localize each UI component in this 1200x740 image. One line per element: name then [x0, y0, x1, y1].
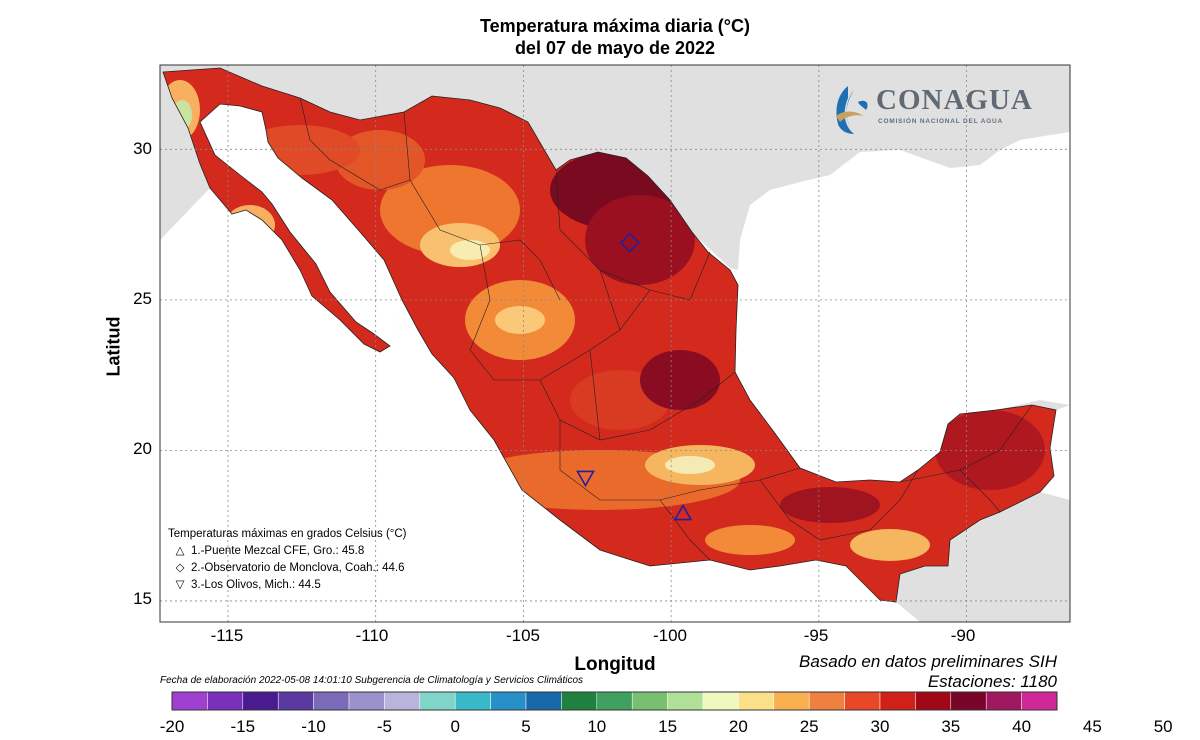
colorbar-label: 5	[521, 717, 531, 736]
legend-item-3-text: 3.-Los Olivos, Mich.: 44.5	[191, 579, 321, 591]
conagua-emblem-icon	[836, 86, 868, 134]
colorbar-bin	[490, 691, 527, 711]
y-tick-25: 25	[133, 289, 152, 308]
legend-item-1: △ 1.-Puente Mezcal CFE, Gro.: 45.8	[168, 543, 407, 560]
y-tick-15: 15	[133, 589, 152, 608]
colorbar-bin	[454, 691, 491, 711]
colorbar-label: -20	[159, 717, 185, 736]
colorbar-bin	[738, 691, 775, 711]
legend-item-2: ◇ 2.-Observatorio de Monclova, Coah.: 44.…	[168, 560, 407, 577]
elaboration-date: Fecha de elaboración 2022-05-08 14:01:10…	[160, 675, 584, 686]
legend-item-3: ▽ 3.-Los Olivos, Mich.: 44.5	[168, 577, 407, 594]
colorbar-bin	[915, 691, 952, 711]
colorbar-label: 35	[941, 717, 961, 736]
colorbar-bin	[596, 691, 633, 711]
logo-wordmark: CONAGUA	[876, 84, 1033, 116]
x-tick-100: -100	[652, 626, 688, 645]
stations-count: Estaciones: 1180	[927, 672, 1057, 691]
grid-lines	[160, 65, 1070, 622]
colorbar-label: 20	[728, 717, 748, 736]
colorbar-bin	[667, 691, 704, 711]
colorbar-label: 45	[1082, 717, 1102, 736]
colorbar-bin	[561, 691, 598, 711]
state-borders	[299, 97, 1033, 561]
colorbar-label: -10	[301, 717, 326, 736]
colorbar-bin	[384, 691, 421, 711]
colorbar-bin	[242, 691, 279, 711]
x-tick-95: -95	[803, 626, 829, 645]
conagua-logo: CONAGUA COMISIÓN NACIONAL DEL AGUA	[828, 80, 1043, 140]
caribbean-sea	[1040, 405, 1070, 500]
triangle-up-icon: △	[175, 545, 185, 557]
station-marker-triangle-up	[673, 503, 693, 521]
logo-subtitle: COMISIÓN NACIONAL DEL AGUA	[878, 118, 1004, 125]
colorbar-bin	[631, 691, 668, 711]
station-legend: Temperaturas máximas en grados Celsius (…	[168, 526, 407, 594]
colorbar-bin	[702, 691, 739, 711]
map-title-line1: Temperatura máxima diaria (°C)	[480, 16, 750, 36]
map-title-line2: del 07 de mayo de 2022	[514, 38, 716, 58]
gulf-of-mexico	[556, 132, 1070, 482]
colorbar-frame	[171, 691, 1058, 711]
colorbar-label: 15	[658, 717, 678, 736]
x-tick-90: -90	[950, 626, 976, 645]
triangle-down-icon: ▽	[175, 579, 185, 591]
colorbar-label: 30	[870, 717, 890, 736]
station-markers	[576, 232, 693, 521]
pacific-ocean	[160, 188, 920, 622]
station-marker-triangle-down	[576, 470, 595, 488]
colorbar-bin	[773, 691, 810, 711]
colorbar-bin	[525, 691, 562, 711]
x-tick-105: -105	[505, 626, 541, 645]
gulf-of-california	[200, 104, 402, 346]
plot-frame	[159, 64, 1071, 623]
colorbar-label: 40	[1012, 717, 1032, 736]
colorbar-bin	[950, 691, 987, 711]
colorbar-label: 0	[450, 717, 460, 736]
colorbar-label: -15	[230, 717, 256, 736]
data-source-note: Basado en datos preliminares SIH	[799, 652, 1057, 671]
colorbar	[171, 691, 1058, 711]
station-marker-diamond	[619, 232, 640, 253]
x-axis-label: Longitud	[574, 654, 656, 675]
colorbar-bin	[844, 691, 881, 711]
colorbar-label: 25	[799, 717, 819, 736]
legend-title: Temperaturas máximas en grados Celsius (…	[168, 528, 407, 540]
x-tick-110: -110	[355, 626, 389, 645]
colorbar-bin	[171, 691, 208, 711]
colorbar-label: 50	[1153, 717, 1173, 736]
colorbar-bin	[1021, 691, 1058, 711]
y-axis-label: Latitud	[103, 316, 124, 377]
colorbar-bin	[985, 691, 1022, 711]
colorbar-bin	[879, 691, 916, 711]
colorbar-label: -5	[376, 717, 392, 736]
colorbar-bin	[277, 691, 314, 711]
legend-item-1-text: 1.-Puente Mezcal CFE, Gro.: 45.8	[191, 545, 365, 557]
colorbar-bin	[313, 691, 350, 711]
colorbar-bin	[808, 691, 845, 711]
colorbar-label: 10	[587, 717, 607, 736]
diamond-icon: ◇	[175, 562, 185, 574]
y-tick-20: 20	[133, 439, 152, 458]
x-tick-115: -115	[210, 626, 244, 645]
legend-item-2-text: 2.-Observatorio de Monclova, Coah.: 44.6	[191, 562, 405, 574]
colorbar-bin	[419, 691, 456, 711]
colorbar-bin	[348, 691, 385, 711]
y-tick-30: 30	[133, 139, 152, 158]
colorbar-bin	[207, 691, 244, 711]
